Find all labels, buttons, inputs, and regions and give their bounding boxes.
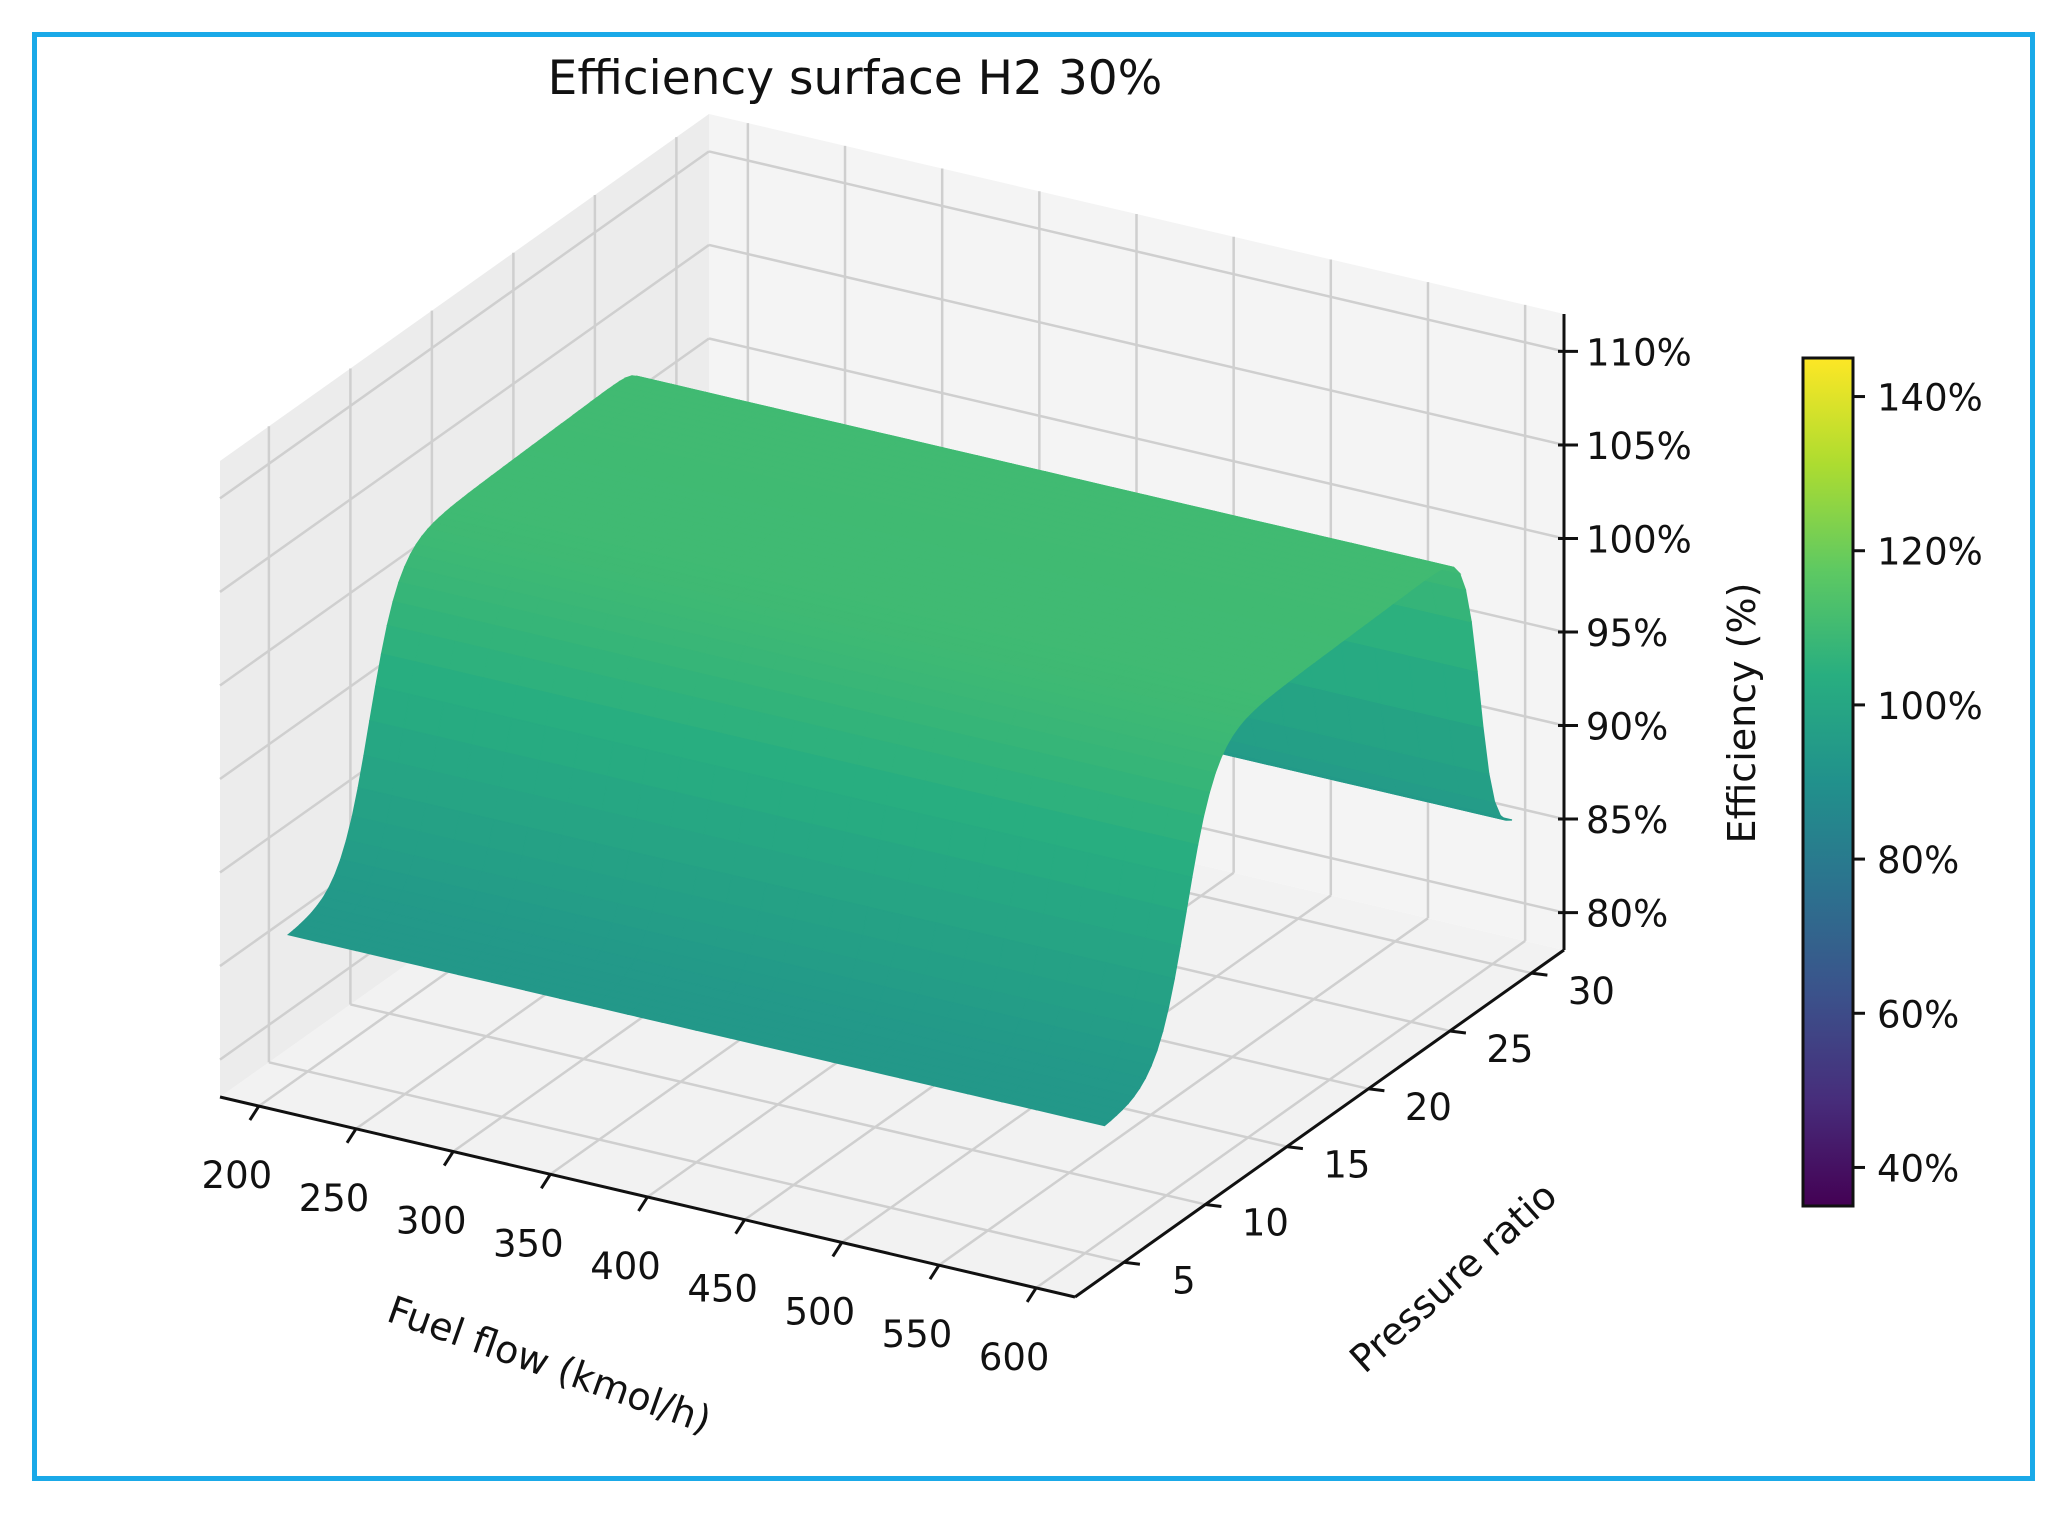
figure-frame: Efficiency surface H2 30% 200 250 300 350 40… (32, 32, 2035, 1481)
colorbar (1801, 356, 1855, 1208)
x-tick-label: 550 (882, 1313, 953, 1356)
y-tick-mark (1286, 1145, 1304, 1151)
grid-line (219, 150, 710, 500)
y-tick-mark (1531, 971, 1548, 977)
z-tick-label: 80% (1586, 893, 1668, 936)
x-tick-label: 500 (785, 1290, 856, 1333)
x-tick-label: 400 (590, 1245, 661, 1288)
x-tick-mark (345, 1128, 358, 1144)
grid-line (268, 1061, 1125, 1264)
y-tick-label: 20 (1405, 1086, 1452, 1129)
grid-line (938, 917, 1429, 1267)
colorbar-tick-label: 80% (1877, 839, 1959, 882)
y-tick-label: 30 (1568, 970, 1615, 1013)
y-tick-mark (1449, 1029, 1467, 1035)
y-tick-mark (1205, 1202, 1222, 1208)
x-tick-mark (928, 1264, 941, 1280)
y-axis-line (1074, 948, 1565, 1299)
x-tick-label: 300 (396, 1200, 467, 1243)
z-tick-label: 90% (1586, 706, 1668, 749)
surface-patch (1069, 1112, 1112, 1127)
y-axis-label: Pressure ratio (1341, 1173, 1565, 1381)
y-tick-mark (1368, 1087, 1385, 1093)
z-tick-label: 105% (1586, 425, 1692, 468)
x-tick-mark (734, 1218, 746, 1235)
z-axis-label: Efficiency (%) (1720, 583, 1764, 844)
chart-title: Efficiency surface H2 30% (548, 51, 1163, 106)
x-tick-mark (540, 1173, 552, 1190)
grid-line (708, 150, 1565, 353)
surface-patch (1442, 662, 1484, 728)
efficiency-surface (286, 375, 1513, 1127)
grid-line (350, 1003, 1206, 1206)
x-tick-mark (831, 1241, 844, 1258)
surface-plot: Efficiency surface H2 30% 200 250 300 350 40… (202, 51, 1983, 1442)
x-tick-label: 200 (202, 1154, 273, 1197)
x-tick-mark (637, 1196, 649, 1212)
colorbar-tick-label: 100% (1877, 685, 1983, 728)
y-tick-label: 15 (1323, 1144, 1370, 1187)
x-axis-label: Fuel flow (kmol/h) (382, 1287, 717, 1442)
x-tick-mark (248, 1105, 261, 1121)
grid-line (708, 337, 1565, 540)
x-tick-mark (442, 1150, 455, 1167)
grid-line (219, 243, 710, 593)
z-axis-ticks: 80% 85% 90% 95% 100% 105% 110% (1558, 331, 1692, 936)
x-tick-label: 250 (299, 1177, 370, 1220)
z-tick-label: 95% (1586, 612, 1668, 655)
x-tick-mark (1025, 1287, 1038, 1303)
z-tick-label: 110% (1586, 331, 1692, 374)
colorbar-tick-label: 40% (1877, 1147, 1959, 1190)
colorbar-tick-label: 120% (1877, 531, 1983, 574)
colorbar-tick-label: 140% (1877, 377, 1983, 420)
z-tick-label: 85% (1586, 799, 1668, 842)
grid-line (708, 243, 1565, 447)
y-tick-label: 5 (1172, 1259, 1196, 1302)
surface-patch (1436, 613, 1478, 672)
x-tick-label: 450 (687, 1268, 758, 1311)
colorbar-tick-label: 60% (1877, 993, 1959, 1036)
colorbar-ticks: 40% 60% 80% 100% 120% 140% (1853, 377, 1983, 1190)
x-tick-label: 600 (979, 1336, 1050, 1379)
z-tick-label: 100% (1586, 518, 1692, 561)
grid-line (1035, 939, 1526, 1289)
y-tick-label: 10 (1242, 1201, 1289, 1244)
x-tick-label: 350 (493, 1222, 564, 1265)
x-axis-ticks: 200 250 300 350 400 450 500 550 600 (202, 1105, 1050, 1379)
y-tick-label: 25 (1486, 1028, 1533, 1071)
y-axis-ticks: 5 10 15 20 25 30 (1123, 970, 1615, 1302)
y-tick-mark (1123, 1260, 1141, 1266)
